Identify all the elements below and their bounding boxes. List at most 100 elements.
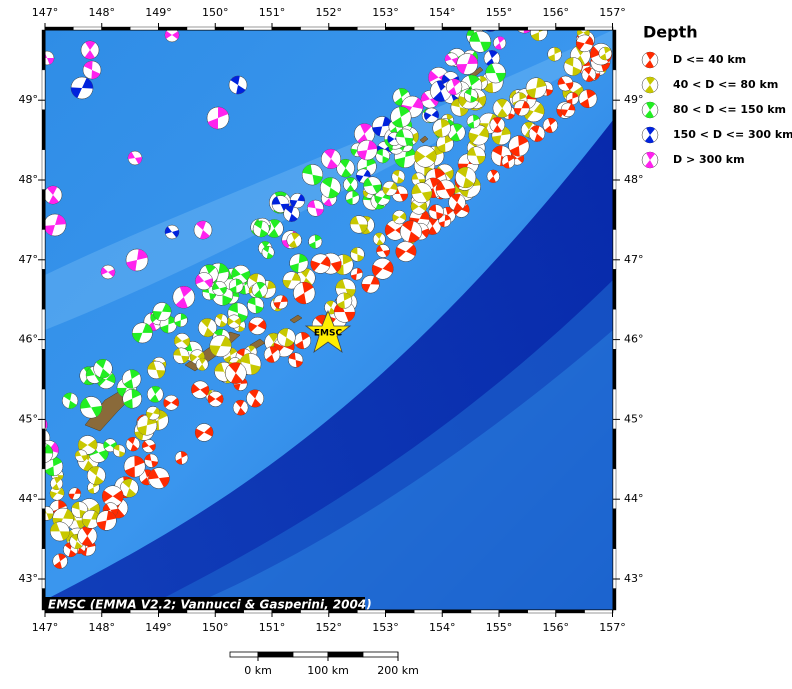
frame-bar: [73, 26, 103, 31]
beachball: [0, 460, 14, 474]
beachball: [641, 101, 659, 119]
beachball-quadrant: [175, 286, 192, 309]
beachball-quadrant: [545, 0, 567, 4]
lon-label: 147°: [32, 621, 59, 634]
credit-box: [45, 597, 365, 610]
beachball-quadrant: [71, 501, 88, 518]
map-area: EMSC EMSC (EMMA V2.2; Vannucci & Gasperi…: [0, 0, 613, 610]
beachball-quadrant: [339, 159, 352, 178]
frame-bar: [44, 609, 74, 614]
lat-label: 43°: [19, 572, 39, 585]
lat-label: 46°: [19, 333, 39, 346]
frame-bar: [612, 109, 617, 150]
lat-label: 44°: [19, 492, 39, 505]
beachball-quadrant: [523, 103, 545, 120]
beachball-quadrant: [45, 418, 48, 429]
frame-bar: [101, 609, 131, 614]
beachball-quadrant: [273, 295, 288, 309]
beachball-quadrant: [207, 107, 229, 129]
lat-label: 47°: [19, 253, 39, 266]
frame-bar: [41, 229, 46, 270]
beachball-quadrant: [491, 126, 511, 145]
beachball-quadrant: [438, 214, 451, 228]
beachball-quadrant: [235, 400, 246, 416]
beachball-quadrant: [223, 347, 238, 364]
beachball-quadrant: [103, 441, 117, 450]
beachball-quadrant: [394, 146, 416, 168]
lon-label: 147°: [32, 6, 59, 19]
beachball-quadrant: [544, 117, 556, 133]
beachball-quadrant: [195, 426, 214, 439]
legend-title: Depth: [643, 23, 698, 42]
beachball-quadrant: [84, 40, 96, 59]
beachball: [16, 515, 33, 532]
beachball-quadrant: [510, 153, 524, 163]
lon-label: 155°: [486, 621, 513, 634]
beachball-quadrant: [144, 454, 159, 468]
beachball-quadrant: [174, 313, 188, 327]
beachball-quadrant: [444, 54, 459, 65]
beachball-quadrant: [123, 389, 141, 409]
lon-label: 149°: [145, 6, 172, 19]
beachball-quadrant: [249, 389, 262, 408]
lon-label: 150°: [202, 6, 229, 19]
scale-segment: [257, 651, 294, 658]
beachball-quadrant: [142, 440, 156, 452]
beachball-quadrant: [147, 361, 166, 379]
beachball-quadrant: [557, 77, 574, 90]
beachball-quadrant: [64, 542, 77, 557]
emsc-label: EMSC: [314, 329, 343, 339]
frame-bar: [612, 428, 617, 470]
beachball-quadrant: [467, 147, 486, 165]
lon-label: 157°: [599, 621, 626, 634]
frame-bar: [442, 26, 472, 31]
beachball-quadrant: [160, 316, 177, 334]
beachball-quadrant: [337, 292, 352, 309]
frame-bar: [357, 609, 386, 614]
beachball-quadrant: [165, 226, 179, 238]
beachball-quadrant: [54, 553, 67, 569]
lon-label: 151°: [259, 621, 286, 634]
beachball-quadrant: [321, 177, 340, 199]
lat-label: 48°: [19, 173, 39, 186]
beachball-quadrant: [198, 358, 206, 371]
beachball-quadrant: [248, 319, 267, 332]
frame-bar: [158, 609, 188, 614]
beachball-quadrant: [307, 200, 324, 217]
frame-bar: [470, 609, 500, 614]
beachball-quadrant: [488, 169, 498, 183]
beachball-quadrant: [599, 47, 611, 61]
beachball-quadrant: [75, 450, 88, 462]
frame-bar: [129, 26, 159, 31]
beachball-quadrant: [28, 438, 38, 450]
beachball-quadrant: [357, 123, 372, 145]
beachball-quadrant: [83, 60, 101, 79]
beachball-quadrant: [290, 194, 305, 208]
frame-bar: [41, 388, 46, 430]
beachball-quadrant: [268, 219, 281, 238]
beachball-quadrant: [78, 439, 98, 451]
beachball-quadrant: [191, 383, 209, 396]
beachball-quadrant: [436, 181, 456, 198]
beachball-quadrant: [644, 152, 656, 168]
beachball-quadrant: [126, 249, 148, 271]
beachball-quadrant: [230, 76, 246, 95]
frame-bar: [300, 26, 330, 31]
beachball: [27, 438, 39, 450]
beachball-quadrant: [164, 30, 179, 40]
beachball-quadrant: [433, 119, 450, 138]
beachball-quadrant: [299, 268, 313, 288]
frame-bar: [73, 609, 103, 614]
beachball-quadrant: [71, 534, 83, 549]
beachball-quadrant: [644, 77, 656, 93]
beachball: [24, 522, 43, 541]
frame-bar: [357, 26, 386, 31]
legend-label: D > 300 km: [673, 153, 745, 166]
beachball-quadrant: [513, 100, 530, 116]
legend-label: D <= 40 km: [673, 53, 746, 66]
beachball-quadrant: [28, 430, 41, 451]
beachball-quadrant: [526, 77, 547, 99]
scale-label: 200 km: [377, 664, 419, 677]
lat-label: 47°: [624, 253, 644, 266]
